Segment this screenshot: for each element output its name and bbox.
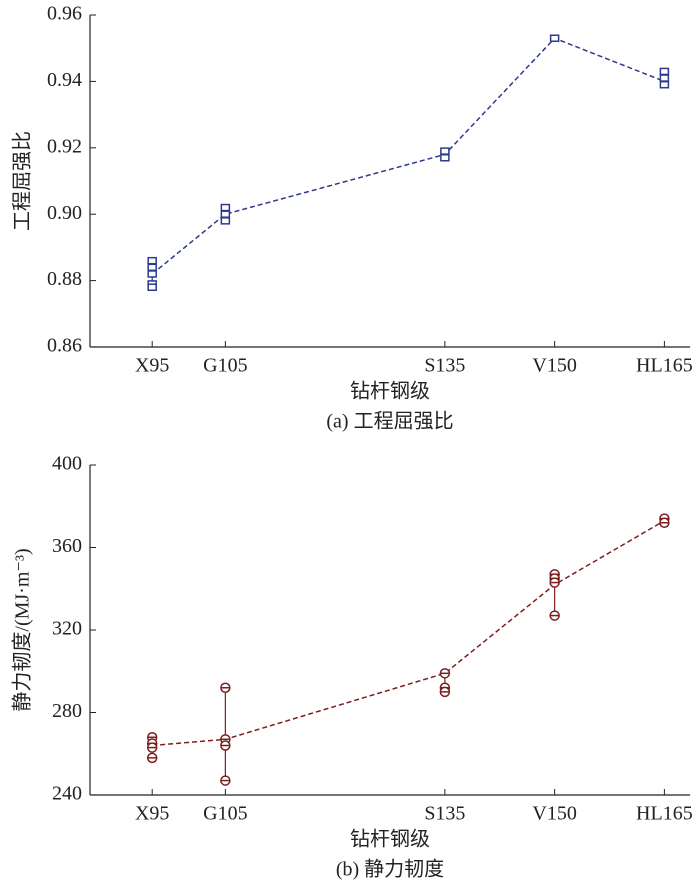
- x-tick-label: V150: [532, 355, 576, 377]
- point: [549, 34, 560, 42]
- x-tick-label: S135: [424, 803, 465, 825]
- y-tick-label: 0.86: [47, 335, 82, 357]
- y-tick-label: 360: [52, 535, 82, 557]
- point: [440, 154, 450, 162]
- y-tick-label: 240: [52, 783, 82, 805]
- y-tick-label: 0.90: [47, 202, 82, 224]
- y-tick-label: 0.88: [47, 268, 82, 290]
- y-tick-label: 400: [52, 453, 82, 475]
- y-tick-label: 280: [52, 700, 82, 722]
- x-tick-label: G105: [203, 803, 247, 825]
- x-tick-label: HL165: [636, 355, 693, 377]
- point: [220, 203, 231, 212]
- y-axis-label: 静力韧度/(MJ·m⁻³): [11, 548, 34, 711]
- point: [220, 210, 231, 218]
- point: [440, 147, 450, 155]
- x-tick-label: V150: [532, 803, 576, 825]
- point: [147, 263, 157, 272]
- x-tick-label: X95: [135, 355, 169, 377]
- mean-line: [152, 520, 665, 747]
- y-tick-label: 0.96: [47, 3, 82, 25]
- point: [659, 67, 670, 76]
- x-tick-label: G105: [203, 355, 247, 377]
- point: [147, 256, 157, 265]
- mean-line: [151, 37, 665, 275]
- y-tick-label: 320: [52, 618, 82, 640]
- caption: (a) 工程屈强比: [326, 410, 453, 433]
- x-axis-label: 钻杆钢级: [350, 380, 430, 403]
- y-tick-label: 0.92: [47, 135, 82, 157]
- point: [147, 283, 157, 291]
- point: [147, 270, 157, 278]
- x-tick-label: HL165: [636, 803, 693, 825]
- point: [659, 80, 670, 89]
- x-tick-label: X95: [135, 803, 169, 825]
- caption: (b) 静力韧度: [336, 858, 444, 881]
- point: [220, 217, 231, 225]
- y-tick-label: 0.94: [47, 69, 82, 91]
- x-axis-label: 钻杆钢级: [350, 828, 430, 851]
- y-axis-label: 工程屈强比: [11, 131, 34, 231]
- x-tick-label: S135: [424, 355, 465, 377]
- point: [659, 74, 670, 82]
